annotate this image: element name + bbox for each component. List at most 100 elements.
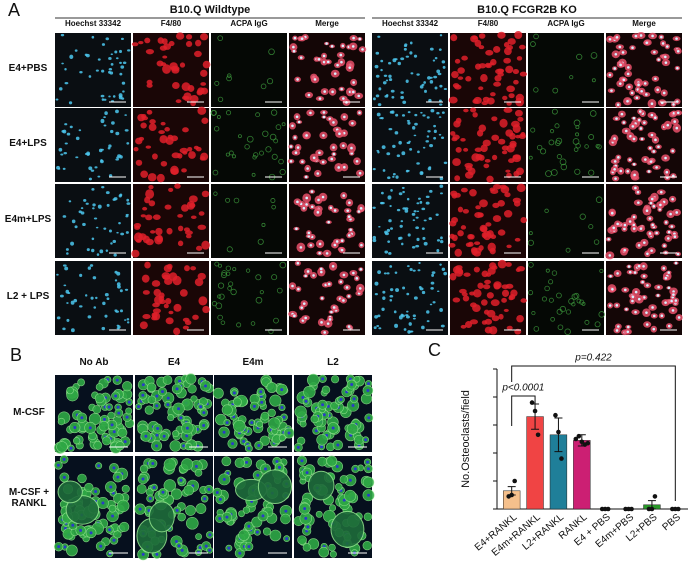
cell bbox=[395, 113, 399, 117]
nucleus bbox=[179, 478, 183, 482]
nucleus bbox=[316, 172, 320, 175]
cell bbox=[536, 144, 543, 151]
nucleus bbox=[352, 271, 355, 275]
cell bbox=[131, 249, 140, 258]
nucleus bbox=[665, 170, 669, 174]
nucleus bbox=[342, 498, 346, 502]
cell bbox=[413, 296, 418, 300]
nucleus bbox=[284, 509, 288, 513]
cell bbox=[407, 111, 411, 114]
cell bbox=[484, 158, 491, 163]
cell bbox=[430, 281, 435, 285]
nucleus bbox=[638, 110, 642, 113]
nucleus bbox=[676, 49, 680, 53]
cell bbox=[551, 108, 558, 115]
nucleus bbox=[247, 545, 251, 549]
cell bbox=[58, 147, 63, 152]
cell bbox=[115, 441, 125, 451]
cell bbox=[478, 86, 484, 91]
cell bbox=[407, 330, 411, 334]
nucleus bbox=[676, 252, 680, 256]
cell bbox=[469, 291, 475, 296]
cell bbox=[440, 136, 445, 140]
cell bbox=[520, 217, 527, 224]
cell bbox=[196, 89, 203, 96]
cell bbox=[439, 176, 444, 181]
cell bbox=[233, 197, 240, 204]
nucleus bbox=[347, 325, 351, 328]
nucleus bbox=[620, 112, 624, 116]
cell bbox=[436, 69, 441, 74]
nucleus bbox=[631, 295, 635, 299]
cell bbox=[397, 61, 401, 66]
cell bbox=[268, 48, 275, 56]
cell bbox=[457, 76, 464, 80]
cell bbox=[71, 219, 76, 224]
cell bbox=[457, 230, 464, 237]
nucleus bbox=[661, 42, 665, 45]
cell bbox=[113, 197, 118, 201]
cell bbox=[588, 134, 595, 140]
nucleus bbox=[343, 115, 346, 119]
cell bbox=[182, 127, 189, 133]
cell bbox=[426, 135, 430, 138]
cell bbox=[512, 69, 520, 75]
cell bbox=[377, 314, 381, 318]
nucleus bbox=[328, 117, 332, 121]
cell bbox=[478, 124, 487, 133]
cell bbox=[588, 169, 595, 176]
cell bbox=[57, 417, 66, 426]
nucleus bbox=[673, 120, 677, 123]
cell bbox=[412, 219, 416, 222]
cell bbox=[406, 310, 409, 313]
cell bbox=[425, 195, 430, 199]
cell bbox=[497, 138, 506, 145]
nucleus bbox=[628, 270, 632, 274]
nucleus bbox=[141, 552, 145, 556]
micrograph bbox=[528, 261, 604, 335]
cell bbox=[201, 190, 210, 198]
cell bbox=[84, 153, 88, 155]
data-point bbox=[579, 439, 585, 445]
cell bbox=[103, 227, 107, 230]
cell bbox=[79, 71, 83, 74]
cell bbox=[441, 60, 446, 64]
nucleus bbox=[325, 252, 329, 255]
cell bbox=[269, 394, 282, 407]
cell bbox=[100, 118, 105, 124]
nucleus bbox=[621, 51, 625, 54]
cell bbox=[237, 134, 242, 139]
cell bbox=[494, 75, 502, 82]
nucleus bbox=[226, 471, 230, 475]
nucleus bbox=[62, 457, 66, 461]
nucleus bbox=[626, 72, 630, 76]
group-title: B10.Q FCGR2B KO bbox=[477, 4, 577, 16]
cell bbox=[433, 75, 438, 79]
nucleus bbox=[622, 121, 626, 124]
cell bbox=[486, 97, 495, 105]
cell bbox=[467, 241, 474, 247]
cell bbox=[117, 499, 130, 513]
cell bbox=[120, 37, 124, 40]
cell bbox=[202, 305, 210, 314]
cell bbox=[511, 120, 520, 128]
cell bbox=[185, 40, 193, 47]
nucleus bbox=[345, 286, 349, 289]
cell bbox=[451, 137, 458, 142]
cell bbox=[135, 159, 143, 166]
cell bbox=[528, 262, 534, 268]
nucleus bbox=[301, 396, 305, 400]
cell bbox=[394, 271, 398, 274]
cell bbox=[493, 81, 502, 87]
cell bbox=[182, 95, 188, 100]
nucleus bbox=[672, 174, 675, 178]
nucleus bbox=[615, 35, 619, 39]
cell bbox=[318, 546, 330, 558]
cell bbox=[503, 308, 509, 312]
cell bbox=[95, 226, 99, 229]
cell bbox=[575, 125, 580, 130]
nucleus bbox=[175, 508, 179, 512]
cell bbox=[497, 259, 507, 269]
nucleus bbox=[339, 280, 343, 284]
